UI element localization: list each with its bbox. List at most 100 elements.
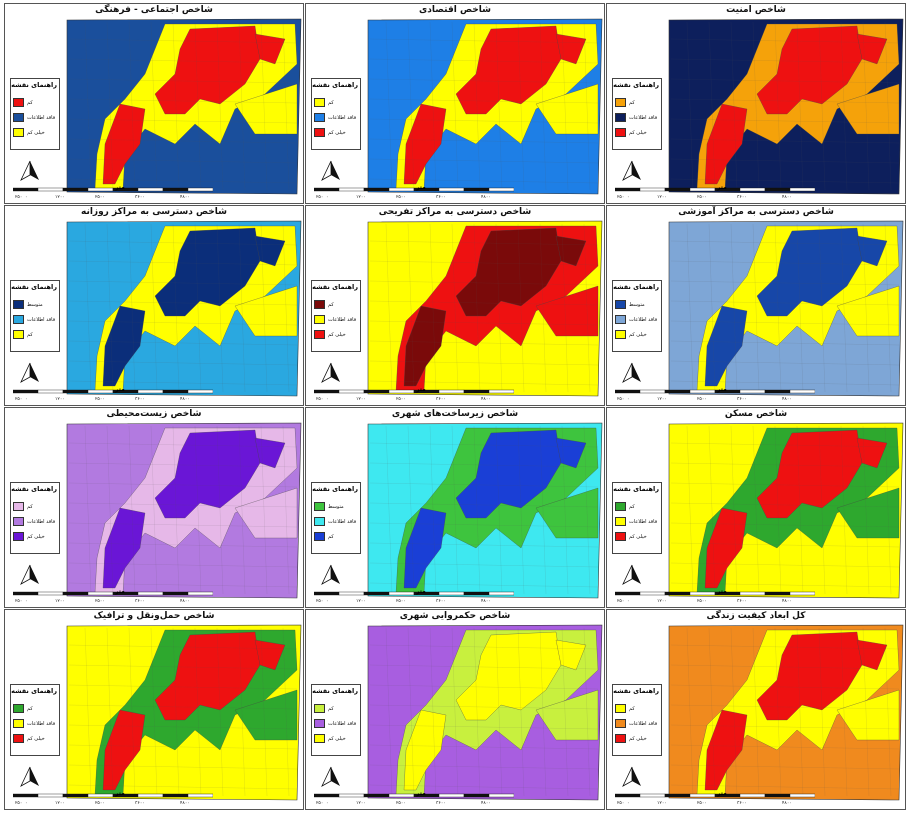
parcel-line [670, 582, 900, 588]
scale-tick-label: ۲۵۰ [617, 599, 624, 604]
parcel-line [884, 627, 892, 797]
parcel-line [686, 425, 694, 595]
legend-swatch [314, 128, 325, 137]
map-zone-mid [234, 285, 298, 337]
parcel-line [752, 223, 760, 393]
parcel-line [670, 280, 900, 286]
scale-segment [438, 187, 465, 192]
legend-item: خیلی کم [314, 125, 358, 140]
north-arrow-icon [20, 362, 39, 383]
parcel-line [68, 582, 298, 588]
legend-swatch [314, 734, 325, 743]
north-arrow-icon [321, 160, 340, 181]
map-legend: راهنمای نقشه کم فاقد اطلاعات خیلی کم [612, 78, 662, 150]
parcel-line [128, 21, 136, 191]
map-zone-hot [403, 709, 447, 791]
legend-swatch [615, 330, 626, 339]
legend-swatch [13, 98, 24, 107]
scale-segment [488, 187, 514, 192]
legend-swatch [314, 704, 325, 713]
parcel-line [369, 502, 599, 508]
parcel-line [68, 482, 298, 488]
scale-segment [137, 591, 164, 596]
scale-tick-label: ۳۶۰۰ [436, 194, 446, 200]
legend-title: راهنمای نقشه [312, 283, 358, 291]
scale-tick-label: ۳۶۰۰ [436, 396, 446, 402]
legend-swatch [314, 315, 325, 324]
parcel-line [282, 425, 290, 595]
scale-segment [314, 187, 340, 192]
scale-segment [789, 793, 815, 798]
legend-swatch [13, 330, 24, 339]
parcel-line [194, 21, 202, 191]
parcel-line [128, 627, 136, 797]
scale-tick-label: ۰ [627, 801, 629, 806]
parcel-line [670, 724, 900, 730]
legend-label: فاقد اطلاعات [629, 316, 658, 323]
scale-bar: ۲۵۰ ۰ ۱۲۰۰ ۲۵۰۰ ۳۶۰۰ ۴۸۰۰ [13, 187, 213, 200]
scale-segment [62, 591, 89, 596]
legend-label: خیلی کم [629, 331, 647, 338]
parcel-line [473, 627, 481, 797]
legend-swatch [13, 113, 24, 122]
legend-swatch [615, 734, 626, 743]
map-panel: شاخص دسترسی به مراکز روزانه راهنمای نقشه م… [4, 205, 304, 406]
scale-segment [388, 389, 415, 394]
legend-swatch [615, 532, 626, 541]
north-arrow-icon [321, 766, 340, 787]
scale-tick-label: ۲۵۰۰ [396, 195, 406, 200]
parcel-line [670, 98, 900, 104]
parcel-line [670, 664, 900, 670]
parcel-line [561, 627, 569, 797]
legend-label: کم [27, 503, 33, 510]
scale-tick-label: ۲۵۰ [15, 801, 22, 806]
scale-tick-label: ۴۸۰۰ [180, 801, 190, 806]
scale-tick-label: ۴۸۰۰ [180, 397, 190, 402]
parcel-line [670, 320, 900, 326]
scale-segment [363, 389, 390, 394]
legend-title: راهنمای نقشه [613, 81, 659, 89]
parcel-line [670, 744, 900, 750]
parcel-line [862, 425, 870, 595]
scale-segment [363, 793, 390, 798]
scale-segment [62, 389, 89, 394]
map-zone-mid [535, 285, 599, 337]
scale-segment [314, 591, 340, 596]
scale-bar: ۲۵۰ ۰ ۱۲۰۰ ۲۵۰۰ ۳۶۰۰ ۴۸۰۰ [314, 591, 514, 604]
scale-segment [137, 187, 164, 192]
parcel-line [818, 223, 826, 393]
legend-swatch [615, 128, 626, 137]
legend-label: فاقد اطلاعات [27, 114, 56, 121]
scale-tick-label: ۱۲۰۰ [356, 397, 366, 402]
legend-item: خیلی کم [314, 327, 358, 342]
legend-label: خیلی کم [629, 735, 647, 742]
map-title: کل ابعاد کیفیت زندگی [706, 611, 806, 621]
parcel-line [385, 425, 393, 595]
parcel-line [517, 627, 525, 797]
map-legend: راهنمای نقشه کم فاقد اطلاعات خیلی کم [612, 684, 662, 756]
parcel-line [517, 21, 525, 191]
legend-item: کم [13, 95, 57, 110]
parcel-line [369, 522, 599, 528]
map-zone-mid [234, 689, 298, 741]
north-arrow-icon [321, 362, 340, 383]
scale-segment [162, 793, 189, 798]
scale-tick-label: ۲۵۰ [15, 195, 22, 200]
parcel-line [68, 138, 298, 144]
parcel-line [106, 223, 114, 393]
legend-swatch [13, 315, 24, 324]
scale-segment [764, 591, 791, 596]
map-legend: راهنمای نقشه متوسط فاقد اطلاعات خیلی کم [612, 280, 662, 352]
map-panel: شاخص حمل‌ونقل و ترافیک راهنمای نقشه کم فاقد… [4, 609, 304, 810]
scale-segment [764, 793, 791, 798]
parcel-line [670, 522, 900, 528]
parcel-line [451, 627, 459, 797]
parcel-line [68, 542, 298, 548]
map-zone-hot [555, 235, 587, 267]
scale-tick-label: ۱۲۰۰ [657, 599, 667, 604]
choropleth-map [367, 220, 603, 397]
map-zone-hot [856, 639, 888, 671]
legend-title: راهنمای نقشه [11, 81, 57, 89]
parcel-line [128, 425, 136, 595]
